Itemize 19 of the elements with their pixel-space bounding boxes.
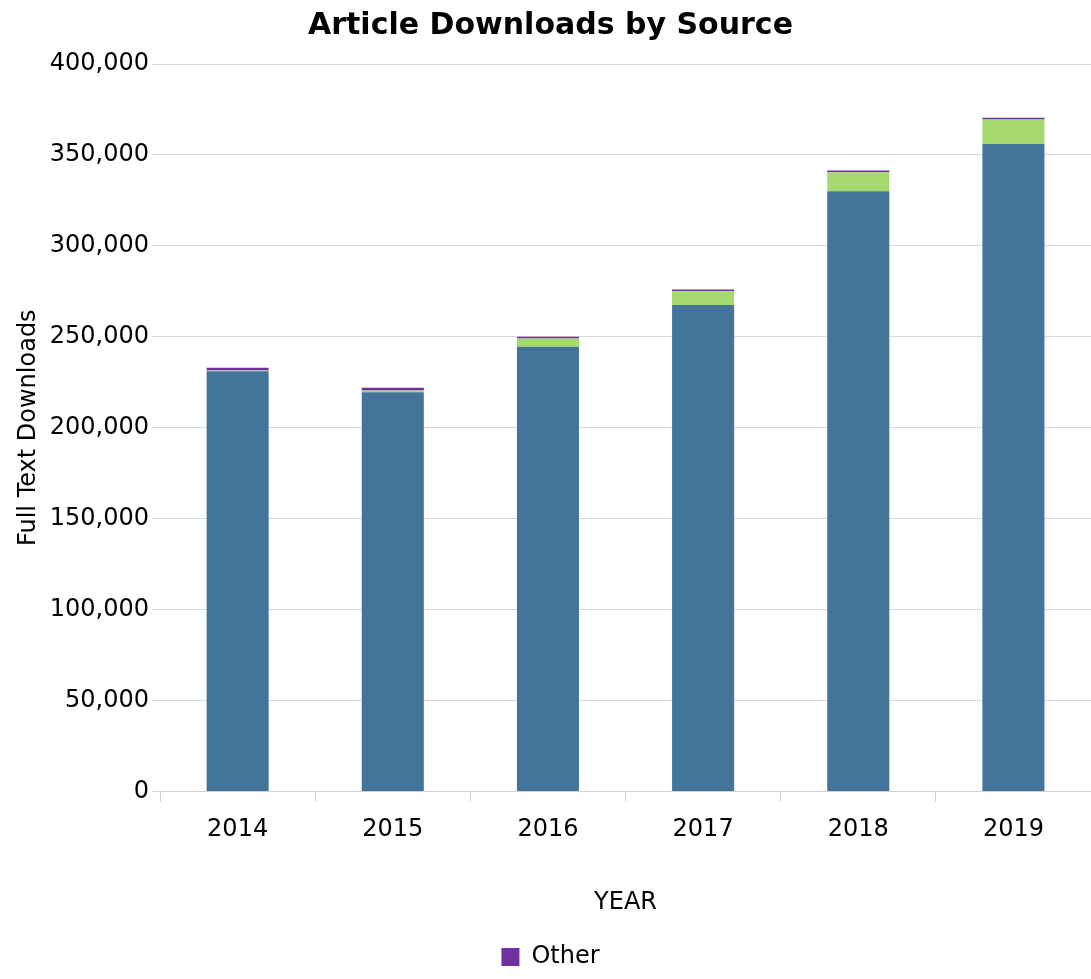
- y-tick-label: 400,000: [49, 48, 150, 77]
- y-tick-label: 50,000: [65, 684, 150, 713]
- y-tick-label: 250,000: [49, 321, 150, 350]
- y-tick-label: 300,000: [49, 230, 150, 259]
- y-tick-label: 0: [133, 775, 150, 804]
- y-axis-title: Full Text Downloads: [12, 309, 41, 547]
- y-tick-label: 100,000: [49, 593, 150, 622]
- legend-label: Other: [531, 941, 600, 970]
- y-tick-label: 200,000: [49, 411, 150, 440]
- x-tick-label: 2014: [207, 814, 269, 843]
- x-tick-label: 2018: [827, 814, 889, 843]
- y-tick-label: 150,000: [49, 502, 150, 531]
- x-tick-label: 2016: [517, 814, 579, 843]
- x-tick-label: 2017: [672, 814, 734, 843]
- x-tick-label: 2015: [362, 814, 424, 843]
- y-tick-label: 350,000: [49, 139, 150, 168]
- chart-title: Article Downloads by Source: [308, 5, 793, 41]
- x-tick-label: 2019: [982, 814, 1044, 843]
- x-axis-title: YEAR: [593, 886, 657, 915]
